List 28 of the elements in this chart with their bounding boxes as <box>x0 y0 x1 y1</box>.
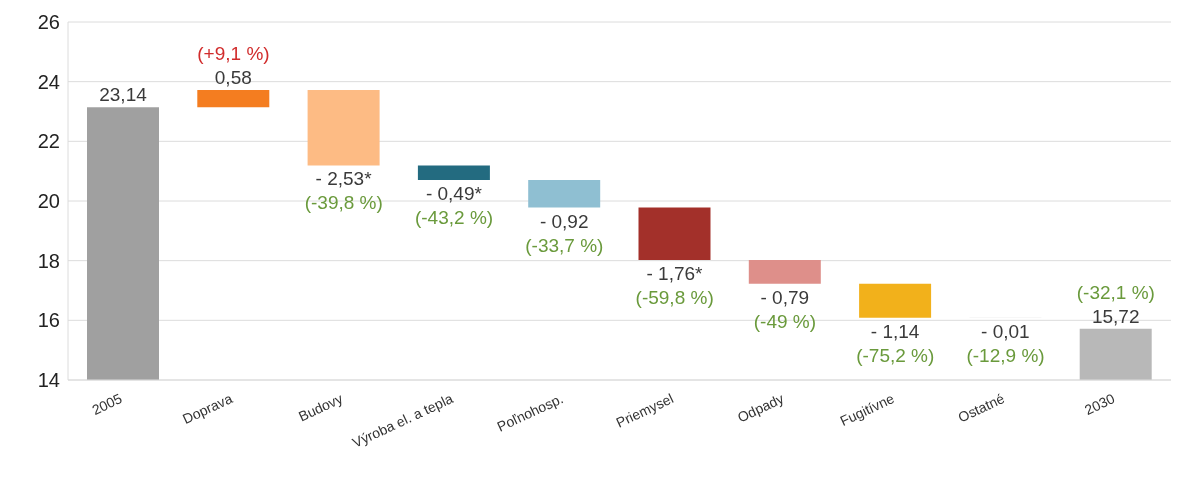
annotation: (-75,2 %) <box>856 344 935 366</box>
y-tick-label: 22 <box>37 130 60 153</box>
data-label: - 2,53* <box>315 168 373 190</box>
annotation: (-32,1 %) <box>1076 281 1155 303</box>
data-label: - 0,79 <box>760 286 810 308</box>
y-tick-label: 24 <box>37 70 60 93</box>
y-tick-label: 16 <box>37 309 60 332</box>
annotation: (-49 %) <box>753 310 817 332</box>
y-tick-label: 20 <box>37 190 60 213</box>
annotation: (-39,8 %) <box>304 192 383 214</box>
annotation: (-59,8 %) <box>635 287 714 309</box>
data-label: 0,58 <box>214 67 252 89</box>
annotation: (-12,9 %) <box>966 344 1045 366</box>
x-tick-label: 2030 <box>1082 390 1118 418</box>
annotation: (-33,7 %) <box>525 234 604 256</box>
data-label: 15,72 <box>1091 305 1140 327</box>
data-label: - 1,76* <box>646 263 704 285</box>
x-tick-label: 2005 <box>89 390 125 418</box>
annotation: (-43,2 %) <box>414 207 494 229</box>
data-label: - 0,01 <box>981 320 1030 342</box>
data-label: - 0,92 <box>539 210 589 232</box>
y-tick-label: 14 <box>37 369 60 392</box>
annotation: (+9,1 %) <box>197 43 270 65</box>
y-tick-label: 18 <box>37 249 60 272</box>
data-label: - 1,14 <box>870 320 920 342</box>
data-label: 23,14 <box>99 84 148 106</box>
y-tick-label: 26 <box>37 11 60 34</box>
data-label: - 0,49* <box>425 183 483 205</box>
